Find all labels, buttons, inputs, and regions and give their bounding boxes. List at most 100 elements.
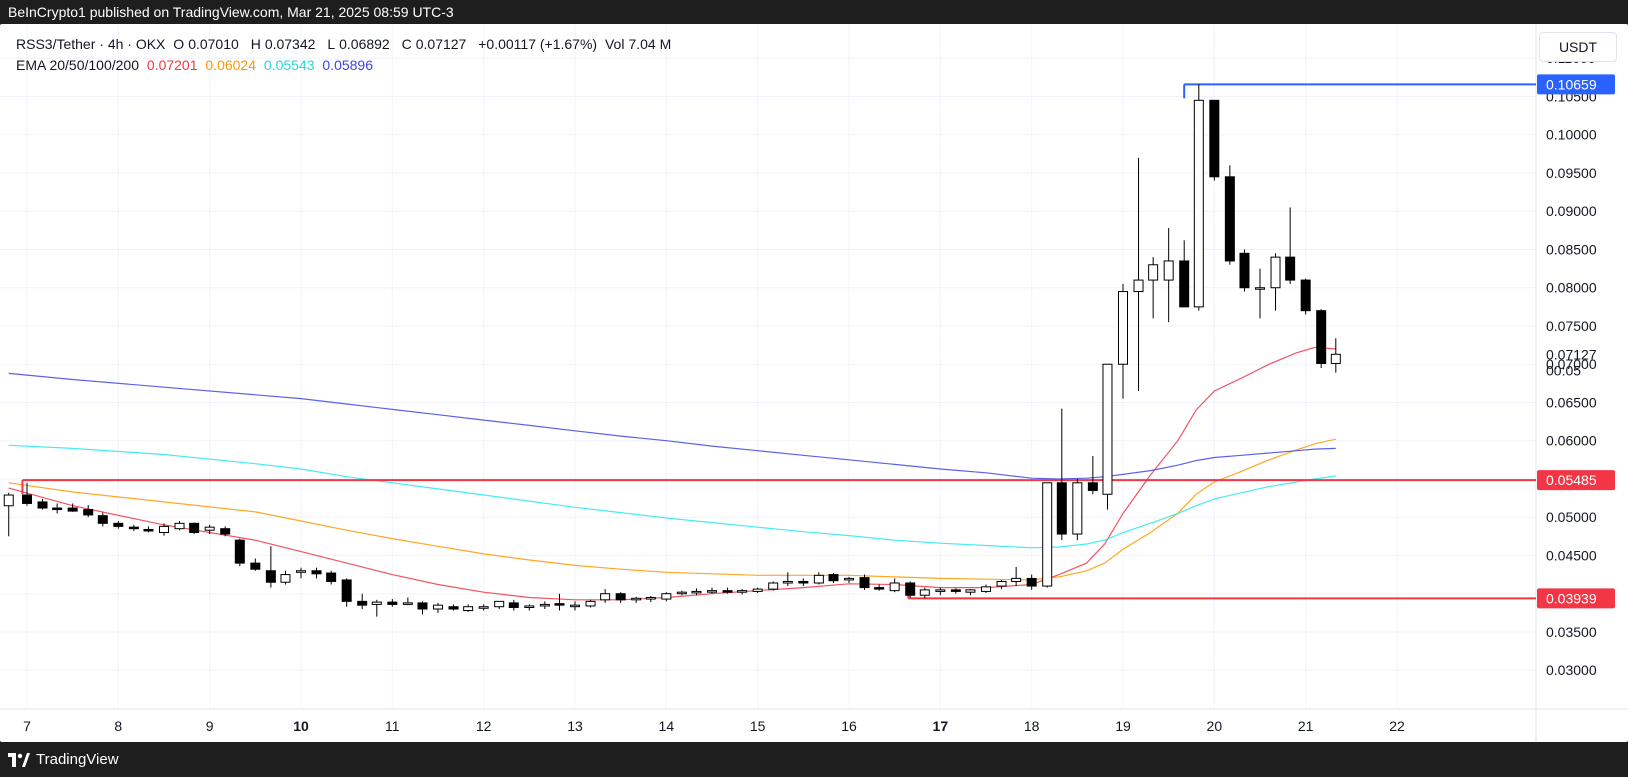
price-chart[interactable]: 0.030000.035000.040000.045000.050000.055… <box>0 24 1628 742</box>
high-label: H <box>250 36 261 52</box>
ema50-line <box>8 438 1336 581</box>
candle-down <box>52 507 63 511</box>
y-tick-label: 0.08500 <box>1546 241 1597 257</box>
ema20-line <box>8 346 1336 601</box>
candle-up <box>889 582 900 592</box>
low-value: 0.06892 <box>339 36 390 52</box>
candle-down <box>220 528 231 535</box>
candle-up <box>676 591 687 595</box>
candle-up <box>1072 482 1083 535</box>
y-tick-label: 0.06500 <box>1546 394 1597 410</box>
candle-down <box>97 515 108 524</box>
footer-bar: TradingView <box>0 742 1628 777</box>
price-tag-bg <box>1537 588 1615 609</box>
candle-up <box>752 588 763 592</box>
x-tick-label: 22 <box>1389 718 1405 734</box>
volume-label: Vol <box>604 36 625 52</box>
open-value: 0.07010 <box>188 36 239 52</box>
candle-down <box>1087 482 1098 491</box>
y-tick-label: 0.09500 <box>1546 165 1597 181</box>
y-tick-label: 0.07000 <box>1546 356 1597 372</box>
close-label: C <box>401 36 412 52</box>
candle-up <box>1042 482 1053 587</box>
candle-up <box>996 580 1007 587</box>
ohlc-row: RSS3/Tether · 4h · OKX O 0.07010 H 0.07342… <box>16 34 679 55</box>
candle-down <box>357 600 368 606</box>
candle-up <box>539 603 550 607</box>
x-tick-label: 19 <box>1115 718 1131 734</box>
published-bar: BeInCrypto1 published on TradingView.com… <box>0 0 1628 24</box>
x-tick-label: 13 <box>567 718 583 734</box>
candle-down <box>905 582 916 596</box>
close-value: 0.07127 <box>415 36 467 52</box>
candle-up <box>1118 291 1128 365</box>
candle-down <box>234 539 245 564</box>
candle-up <box>159 525 169 534</box>
candle-down <box>554 603 565 606</box>
price-tag-label: 0.05485 <box>1546 472 1597 488</box>
candle-down <box>265 570 276 583</box>
x-tick-label: 14 <box>659 718 675 734</box>
candle-up <box>585 600 596 607</box>
candle-up <box>1133 279 1144 293</box>
y-tick-label: 0.03500 <box>1546 624 1597 640</box>
ema-label[interactable]: EMA 20/50/100/200 <box>16 57 139 73</box>
x-tick-label: 17 <box>933 718 949 734</box>
candle-down <box>143 528 154 532</box>
x-tick-label: 7 <box>23 718 31 734</box>
x-tick-label: 9 <box>206 718 214 734</box>
candle-up <box>691 590 702 594</box>
candle-up <box>661 593 672 600</box>
candles <box>3 84 1341 617</box>
candle-up <box>1255 287 1265 290</box>
x-tick-label: 18 <box>1024 718 1040 734</box>
candle-down <box>250 562 261 570</box>
candle-up <box>204 526 215 531</box>
y-tick-label: 0.09000 <box>1546 203 1597 219</box>
y-tick-label: 0.07500 <box>1546 318 1597 334</box>
candle-down <box>722 590 733 593</box>
candle-up <box>1163 260 1174 281</box>
ema-row: EMA 20/50/100/200 0.07201 0.06024 0.0554… <box>16 55 679 76</box>
chart-area[interactable]: 0.030000.035000.040000.045000.050000.055… <box>0 24 1628 742</box>
candle-down <box>615 593 626 601</box>
tradingview-logo[interactable]: TradingView <box>0 751 119 768</box>
candle-up <box>280 574 291 583</box>
candle-down <box>387 601 398 605</box>
x-tick-label: 21 <box>1298 718 1314 734</box>
ema200-value: 0.05896 <box>322 57 373 73</box>
candle-up <box>813 574 824 584</box>
candle-up <box>524 605 535 608</box>
price-tag-bg <box>1537 470 1615 491</box>
candle-up <box>844 577 854 581</box>
candle-up <box>478 606 489 609</box>
candle-down <box>859 577 870 589</box>
ema20-value: 0.07201 <box>146 57 198 73</box>
candle-up <box>1148 264 1159 281</box>
candle-up <box>782 580 793 584</box>
candle-down <box>448 606 459 610</box>
candle-down <box>950 589 961 592</box>
symbol-info[interactable]: RSS3/Tether · 4h · OKX <box>16 36 166 52</box>
published-text: BeInCrypto1 published on TradingView.com… <box>8 4 454 20</box>
candle-up <box>645 597 656 600</box>
candle-down <box>311 570 322 575</box>
candle-up <box>463 606 474 612</box>
ema-lines <box>8 346 1336 601</box>
grid <box>0 24 1628 742</box>
ema200-line <box>8 372 1336 480</box>
candle-down <box>798 580 809 584</box>
candle-up <box>570 604 580 608</box>
x-axis[interactable]: 7 8 9 10 11 12 13 14 15 16 17 18 19 20 21 22 <box>23 718 1405 734</box>
candle-down <box>874 587 885 590</box>
currency-selector[interactable]: USDT <box>1539 32 1617 62</box>
price-tag-label: 0.10659 <box>1546 76 1597 92</box>
candle-up <box>935 589 946 592</box>
candle-up <box>494 600 505 608</box>
y-tick-label: 0.04500 <box>1546 547 1597 563</box>
candle-up <box>600 593 611 601</box>
y-tick-label: 0.08000 <box>1546 280 1597 296</box>
x-tick-label: 20 <box>1207 718 1223 734</box>
tradingview-logo-icon <box>8 752 30 767</box>
